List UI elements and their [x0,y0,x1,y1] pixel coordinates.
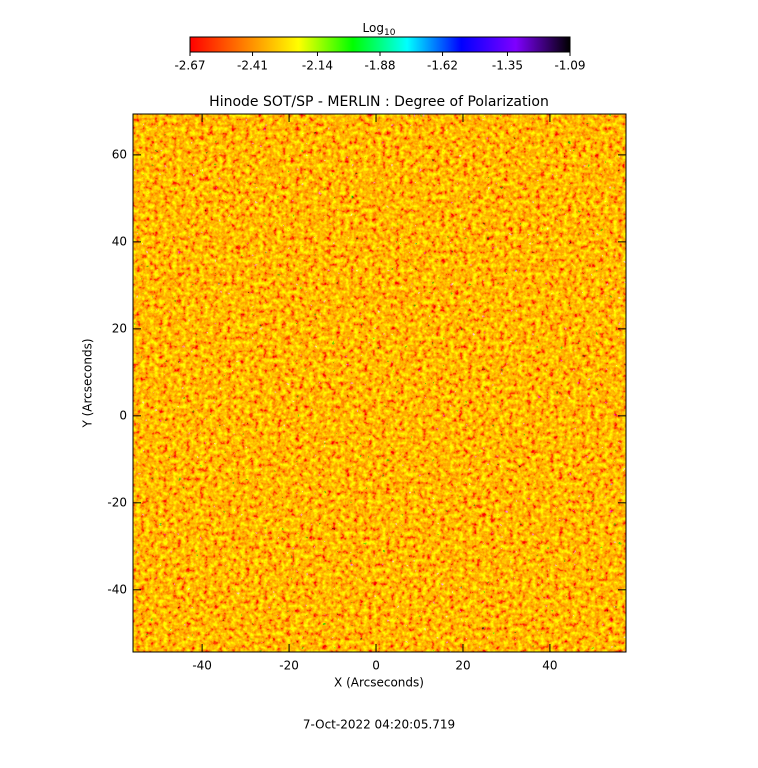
y-tick-label: -20 [107,495,127,509]
colorbar-label-main: Log [363,21,384,35]
colorbar-tick-label: -2.67 [174,59,205,73]
y-axis-label: Y (Arcseconds) [81,338,95,428]
colorbar-tick-label: -2.14 [302,59,333,73]
y-tick-label: 40 [112,234,127,248]
timestamp: 7-Oct-2022 04:20:05.719 [303,718,455,732]
chart-title: Hinode SOT/SP - MERLIN : Degree of Polar… [209,94,549,110]
y-tick-label: 0 [119,408,127,422]
colorbar-tick-label: -1.62 [427,59,458,73]
colorbar [189,36,571,53]
colorbar-tick-label: -2.41 [237,59,268,73]
plot-frame [132,113,627,653]
x-tick-label: 0 [372,659,380,673]
colorbar-label-sub: 10 [384,28,396,38]
colorbar-tick-label: -1.88 [364,59,395,73]
polarization-map [133,114,626,652]
y-tick-label: 20 [112,321,127,335]
colorbar-label: Log10 [363,21,396,38]
x-tick-label: 40 [542,659,557,673]
y-tick-label: 60 [112,147,127,161]
x-tick-label: -20 [279,659,299,673]
colorbar-tick-label: -1.35 [492,59,523,73]
x-tick-label: 20 [455,659,470,673]
y-tick-label: -40 [107,582,127,596]
x-tick-label: -40 [192,659,212,673]
colorbar-tick-label: -1.09 [554,59,585,73]
x-axis-label: X (Arcseconds) [334,676,424,690]
